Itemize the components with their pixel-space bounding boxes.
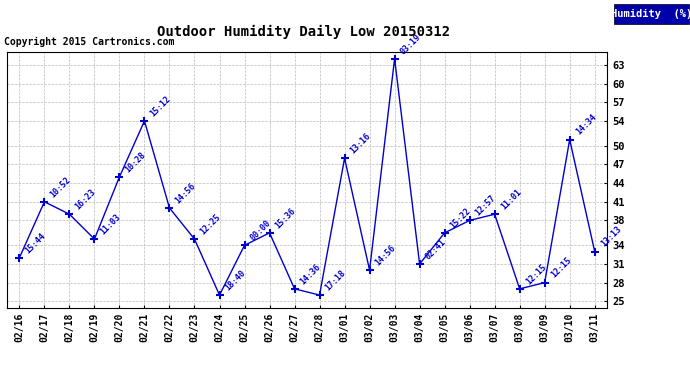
Text: 14:56: 14:56 xyxy=(374,243,398,267)
Text: 11:03: 11:03 xyxy=(99,212,123,236)
Text: 03:19: 03:19 xyxy=(399,32,423,56)
Text: 16:23: 16:23 xyxy=(74,188,98,211)
Text: 13:16: 13:16 xyxy=(348,131,373,156)
Text: 10:52: 10:52 xyxy=(48,175,72,199)
Text: Humidity  (%): Humidity (%) xyxy=(611,9,690,19)
Text: 12:15: 12:15 xyxy=(524,262,548,286)
Text: 15:36: 15:36 xyxy=(274,206,298,230)
Text: 12:25: 12:25 xyxy=(199,212,223,236)
Text: Outdoor Humidity Daily Low 20150312: Outdoor Humidity Daily Low 20150312 xyxy=(157,24,450,39)
Text: 00:00: 00:00 xyxy=(248,219,273,243)
Text: 14:36: 14:36 xyxy=(299,262,323,286)
Text: 10:28: 10:28 xyxy=(124,150,148,174)
Text: 17:18: 17:18 xyxy=(324,268,348,292)
Text: 12:57: 12:57 xyxy=(474,194,498,217)
Text: 15:22: 15:22 xyxy=(448,206,473,230)
Text: 15:12: 15:12 xyxy=(148,94,172,118)
Text: 02:41: 02:41 xyxy=(424,237,448,261)
Text: 14:56: 14:56 xyxy=(174,181,198,205)
Text: 14:34: 14:34 xyxy=(574,113,598,137)
Text: 12:15: 12:15 xyxy=(549,256,573,280)
Text: Copyright 2015 Cartronics.com: Copyright 2015 Cartronics.com xyxy=(4,38,175,47)
Text: 13:13: 13:13 xyxy=(599,225,623,249)
Text: 11:01: 11:01 xyxy=(499,188,523,211)
Text: 18:40: 18:40 xyxy=(224,268,248,292)
Text: 15:44: 15:44 xyxy=(23,231,48,255)
